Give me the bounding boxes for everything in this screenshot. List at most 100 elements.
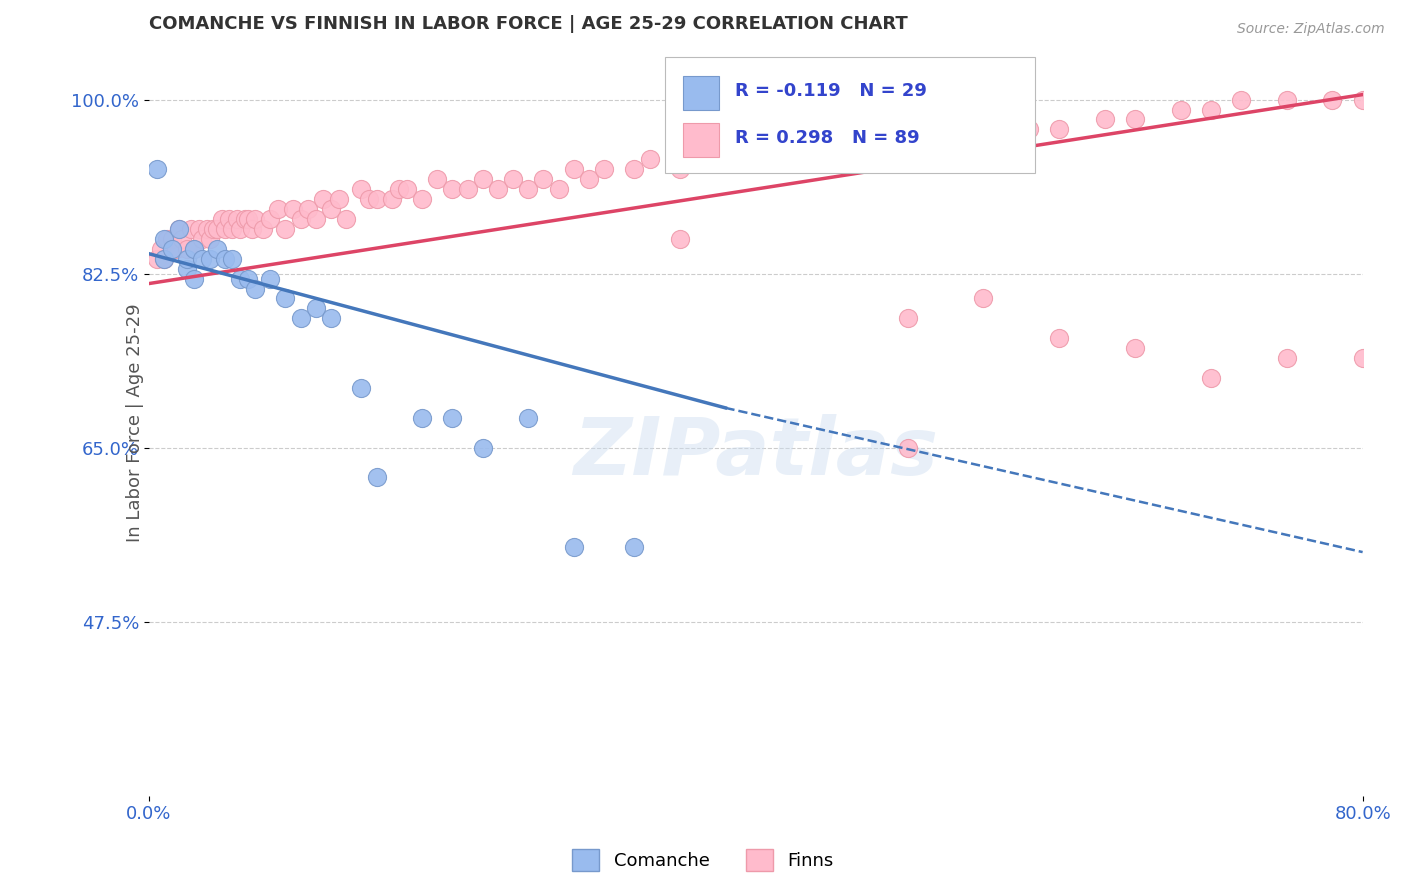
Point [1351,93,1374,107]
Point [267,202,290,216]
Point [927,132,949,146]
Point [972,132,994,146]
Point [198,232,221,246]
Point [305,301,328,316]
Point [1230,93,1253,107]
Y-axis label: In Labor Force | Age 25-29: In Labor Force | Age 25-29 [127,303,143,542]
Point [145,252,167,266]
Point [221,222,243,236]
FancyBboxPatch shape [683,76,720,110]
Point [243,211,266,226]
Point [183,242,205,256]
Point [669,162,692,177]
Point [896,441,918,455]
Point [593,162,616,177]
Point [517,410,540,425]
Point [176,252,198,266]
Point [366,470,388,484]
Point [169,222,191,236]
Point [191,252,214,266]
FancyBboxPatch shape [683,123,720,156]
Text: R = 0.298   N = 89: R = 0.298 N = 89 [735,128,920,147]
Point [156,232,179,246]
Point [240,222,263,236]
Point [312,192,335,206]
Point [1199,371,1222,385]
Point [1275,351,1298,366]
Point [176,242,198,256]
Point [233,211,256,226]
Point [357,192,380,206]
Point [471,172,494,186]
Point [730,142,752,156]
Point [176,261,198,276]
Point [638,153,661,167]
Point [1123,112,1146,127]
Point [226,211,249,226]
Point [281,202,304,216]
Point [274,222,297,236]
Point [531,172,554,186]
Point [153,252,176,266]
Point [350,182,373,196]
Point [207,242,229,256]
Point [236,211,259,226]
Point [150,242,173,256]
Point [411,410,433,425]
Point [1275,93,1298,107]
Point [851,132,873,146]
Point [562,162,585,177]
Point [201,222,224,236]
Point [160,232,183,246]
Point [153,252,176,266]
Point [502,172,524,186]
Point [180,222,202,236]
Point [188,222,211,236]
Point [896,311,918,326]
Point [669,232,692,246]
Point [775,142,797,156]
Point [1047,122,1070,136]
Point [335,211,357,226]
Point [350,381,373,395]
Point [381,192,404,206]
Point [699,153,721,167]
Point [1018,122,1040,136]
Point [198,252,221,266]
Text: Source: ZipAtlas.com: Source: ZipAtlas.com [1237,22,1385,37]
Point [1322,93,1344,107]
Point [290,211,312,226]
Point [290,311,312,326]
Point [319,311,342,326]
Point [207,222,229,236]
Point [214,222,236,236]
Point [195,222,218,236]
Point [236,271,259,285]
Legend: Comanche, Finns: Comanche, Finns [565,842,841,879]
Point [411,192,433,206]
FancyBboxPatch shape [665,57,1035,173]
Text: R = -0.119   N = 29: R = -0.119 N = 29 [735,82,927,100]
Point [972,292,994,306]
Point [297,202,319,216]
Point [441,182,464,196]
Point [259,271,281,285]
Point [366,192,388,206]
Point [820,142,842,156]
Point [426,172,449,186]
Text: COMANCHE VS FINNISH IN LABOR FORCE | AGE 25-29 CORRELATION CHART: COMANCHE VS FINNISH IN LABOR FORCE | AGE… [149,15,908,33]
Point [229,271,252,285]
Point [274,292,297,306]
Point [1170,103,1192,117]
Point [221,252,243,266]
Point [457,182,479,196]
Point [160,242,183,256]
Point [183,242,205,256]
Point [1047,331,1070,345]
Point [578,172,600,186]
Point [896,142,918,156]
Point [562,540,585,554]
Point [441,410,464,425]
Point [243,281,266,295]
Point [172,232,194,246]
